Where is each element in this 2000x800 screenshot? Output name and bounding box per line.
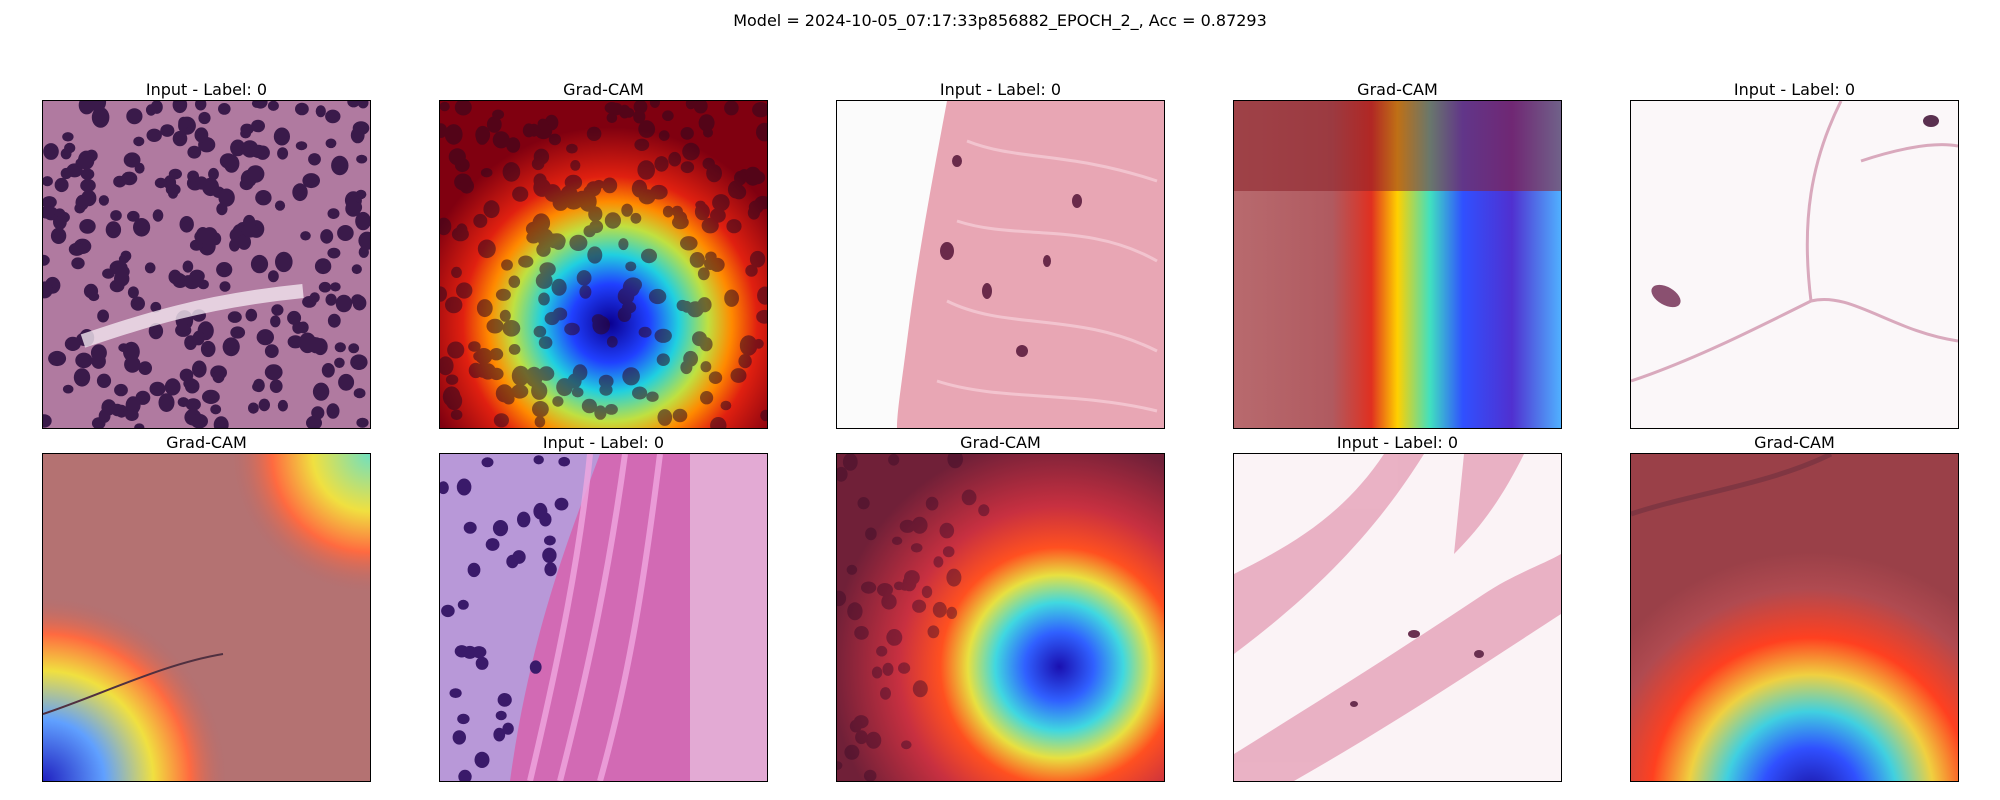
gradcam-image (1630, 453, 1959, 782)
panel-8-gradcam: Grad-CAM (836, 433, 1165, 782)
panel-5-input: Input - Label: 0 (1630, 80, 1959, 429)
panel-4-gradcam: Grad-CAM (1233, 80, 1562, 429)
panel-7-input: Input - Label: 0 (439, 433, 768, 782)
panel-title: Input - Label: 0 (145, 80, 268, 99)
panel-10-gradcam: Grad-CAM (1630, 433, 1959, 782)
gradcam-image (42, 453, 371, 782)
gradcam-image (836, 453, 1165, 782)
panel-title: Grad-CAM (166, 433, 247, 452)
panel-title: Input - Label: 0 (1336, 433, 1459, 452)
input-image (1630, 100, 1959, 429)
panel-title: Input - Label: 0 (939, 80, 1062, 99)
gradcam-image (1233, 100, 1562, 429)
figure-suptitle: Model = 2024-10-05_07:17:33p856882_EPOCH… (733, 11, 1267, 30)
panel-title: Grad-CAM (1754, 433, 1835, 452)
input-image (42, 100, 371, 429)
input-image (836, 100, 1165, 429)
panel-title: Grad-CAM (1357, 80, 1438, 99)
panel-1-input: Input - Label: 0 (42, 80, 371, 429)
panel-3-input: Input - Label: 0 (836, 80, 1165, 429)
input-image (439, 453, 768, 782)
panel-title: Grad-CAM (960, 433, 1041, 452)
panel-9-input: Input - Label: 0 (1233, 433, 1562, 782)
panel-6-gradcam: Grad-CAM (42, 433, 371, 782)
panel-title: Input - Label: 0 (1733, 80, 1856, 99)
gradcam-image (439, 100, 768, 429)
panel-title: Grad-CAM (563, 80, 644, 99)
input-image (1233, 453, 1562, 782)
panel-2-gradcam: Grad-CAM (439, 80, 768, 429)
panel-title: Input - Label: 0 (542, 433, 665, 452)
